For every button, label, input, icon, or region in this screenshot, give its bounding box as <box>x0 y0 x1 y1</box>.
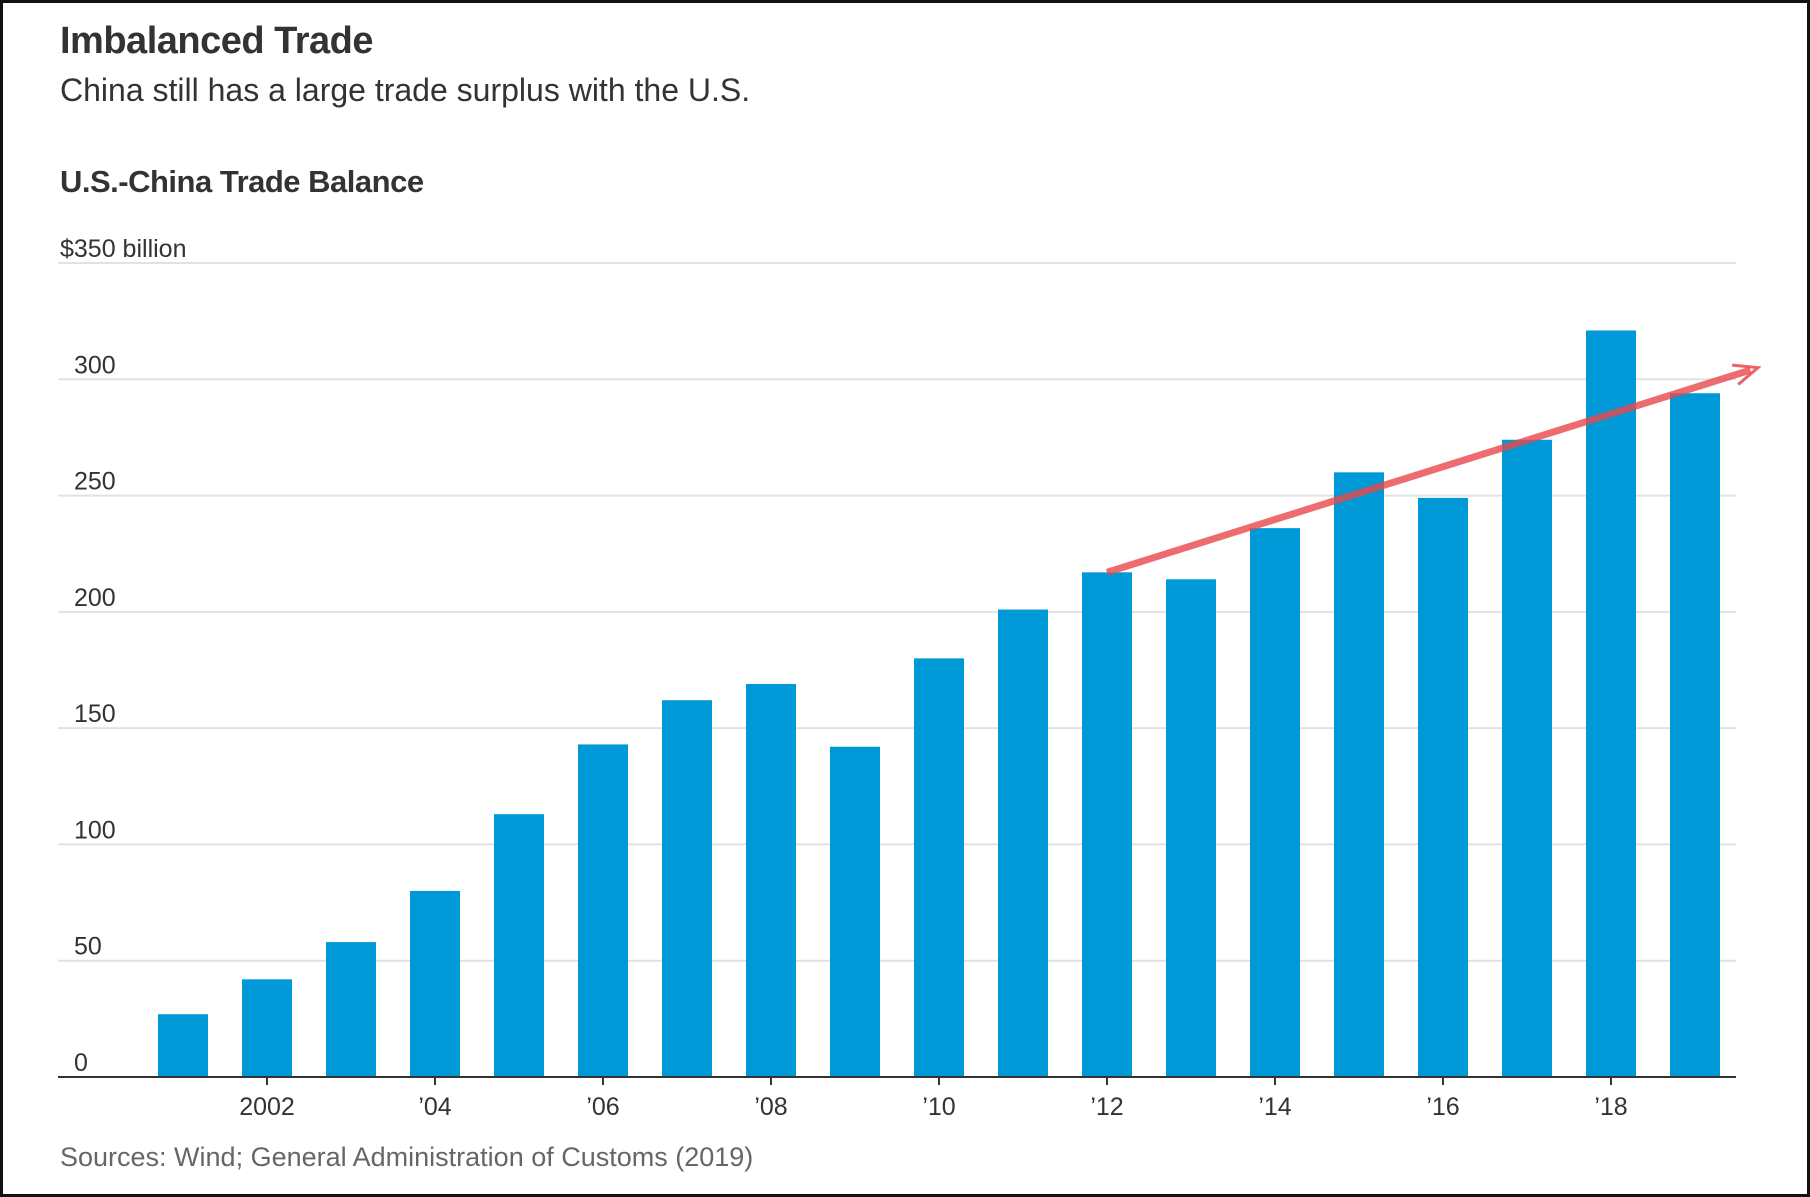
bar-2014 <box>1250 528 1300 1077</box>
bar-2007 <box>662 700 712 1077</box>
bar-2011 <box>998 609 1048 1077</box>
bar-2019 <box>1670 393 1720 1077</box>
y-axis-label: $350 billion <box>60 235 187 263</box>
chart-title: U.S.-China Trade Balance <box>60 164 424 199</box>
bar-2001 <box>158 1014 208 1077</box>
x-tick-label: ’14 <box>1258 1093 1291 1121</box>
chart-subtitle: China still has a large trade surplus wi… <box>60 72 751 108</box>
trend-arrow-head <box>1731 363 1762 386</box>
y-tick-label: 300 <box>74 351 116 379</box>
y-tick-label: 50 <box>74 933 102 961</box>
bar-2018 <box>1586 330 1636 1078</box>
source-note: Sources: Wind; General Administration of… <box>60 1142 754 1172</box>
bar-2012 <box>1082 572 1132 1077</box>
y-tick-label: 0 <box>74 1049 88 1077</box>
bar-2009 <box>830 746 880 1077</box>
y-tick-label: 150 <box>74 700 116 728</box>
x-tick-label: ’16 <box>1426 1093 1459 1121</box>
x-tick-label: ’12 <box>1090 1093 1123 1121</box>
x-tick-label: ’18 <box>1594 1093 1627 1121</box>
bar-2002 <box>242 979 292 1077</box>
x-tick-label: ’06 <box>586 1093 619 1121</box>
x-tick-label: ’04 <box>418 1093 451 1121</box>
x-tick-label: ’10 <box>922 1093 955 1121</box>
y-tick-label: 200 <box>74 584 116 612</box>
chart-headline: Imbalanced Trade <box>60 20 374 62</box>
bar-2008 <box>746 683 796 1077</box>
bar-2016 <box>1418 497 1468 1077</box>
y-tick-label: 250 <box>74 468 116 496</box>
bar-2006 <box>578 744 628 1077</box>
x-tick-label: 2002 <box>239 1093 295 1121</box>
bar-2005 <box>494 814 544 1077</box>
bar-2010 <box>914 658 964 1077</box>
trend-arrow-line <box>1105 366 1752 576</box>
x-tick-label: ’08 <box>754 1093 787 1121</box>
bar-2004 <box>410 890 460 1077</box>
bar-2017 <box>1502 439 1552 1077</box>
y-tick-label: 100 <box>74 816 116 844</box>
bar-2003 <box>326 942 376 1077</box>
bar-2013 <box>1166 579 1216 1077</box>
bar-2015 <box>1334 472 1384 1077</box>
